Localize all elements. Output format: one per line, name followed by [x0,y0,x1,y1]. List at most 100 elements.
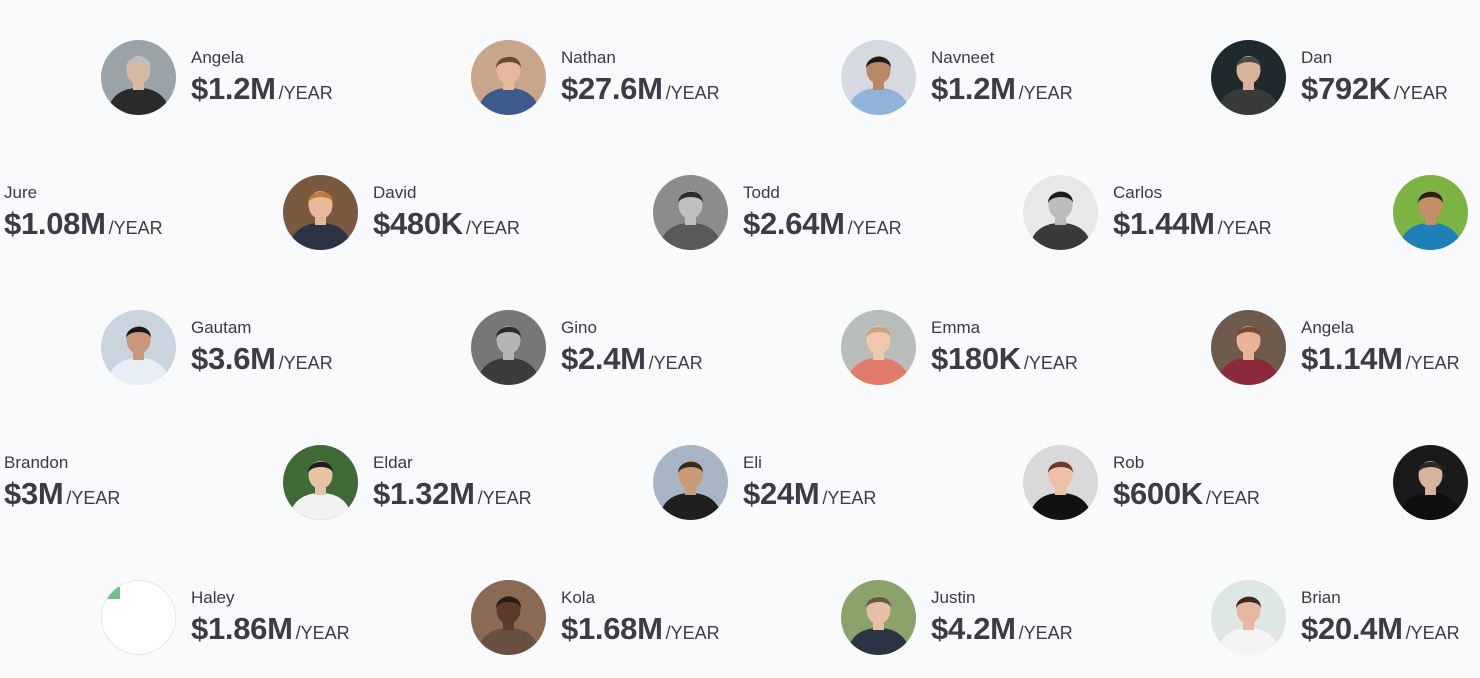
earnings: $20.4M/YEAR [1301,612,1460,646]
earner-card: Justin $4.2M/YEAR [841,579,1073,655]
earnings-amount: $180K [931,341,1021,376]
earnings: $1.68M/YEAR [561,612,720,646]
earnings: $24M/YEAR [743,477,876,511]
earnings-amount: $1.86M [191,611,293,646]
per-year-label: /YEAR [665,83,720,103]
earner-name: Angela [191,48,244,67]
earner-card: Brandon $3M/YEAR [0,444,120,520]
earnings-amount: $480K [373,206,463,241]
earnings-amount: $27.6M [561,71,663,106]
earner-info: Justin $4.2M/YEAR [931,588,1073,646]
earnings: $3.6M/YEAR [191,342,333,376]
earnings-amount: $2.64M [743,206,845,241]
earnings-amount: $4.2M [931,611,1016,646]
earnings: $27.6M/YEAR [561,72,720,106]
earner-info: Navneet $1.2M/YEAR [931,48,1073,106]
earner-name: Justin [931,588,976,607]
earnings: $1.2M/YEAR [191,72,333,106]
per-year-label: /YEAR [1023,353,1078,373]
earner-card: Haley $1.86M/YEAR [101,579,350,655]
earnings-amount: $3M [4,476,64,511]
earner-name: Nathan [561,48,616,67]
avatar [1211,309,1286,385]
earnings: $1.14M/YEAR [1301,342,1460,376]
earner-info: Jure $1.08M/YEAR [4,183,163,241]
earner-card [1393,444,1480,520]
earner-card: David $480K/YEAR [283,174,520,250]
earner-card: Angela $1.14M/YEAR [1211,309,1460,385]
earner-info: Emma $180K/YEAR [931,318,1078,376]
avatar [471,39,546,115]
earner-info: Brandon $3M/YEAR [4,453,120,511]
earner-card: Angela $1.2M/YEAR [101,39,333,115]
earner-card: Brian $20.4M/YEAR [1211,579,1460,655]
earnings: $1.44M/YEAR [1113,207,1272,241]
earnings: $1.32M/YEAR [373,477,532,511]
earnings-amount: $1.2M [931,71,1016,106]
earner-info: Kola $1.68M/YEAR [561,588,720,646]
earner-card: Todd $2.64M/YEAR [653,174,902,250]
earnings-amount: $3.6M [191,341,276,376]
avatar [1211,579,1286,655]
earnings-amount: $1.2M [191,71,276,106]
per-year-label: /YEAR [1393,83,1448,103]
earner-info: Eldar $1.32M/YEAR [373,453,532,511]
earner-info: David $480K/YEAR [373,183,520,241]
earner-info: Carlos $1.44M/YEAR [1113,183,1272,241]
earner-name: Brandon [4,453,69,472]
earner-info: Nathan $27.6M/YEAR [561,48,720,106]
earner-name: Carlos [1113,183,1163,202]
earner-info: Todd $2.64M/YEAR [743,183,902,241]
avatar [1023,174,1098,250]
per-year-label: /YEAR [278,353,333,373]
earnings-amount: $1.14M [1301,341,1403,376]
earnings: $2.4M/YEAR [561,342,703,376]
earner-info: Angela $1.2M/YEAR [191,48,333,106]
avatar [1023,444,1098,520]
earnings-amount: $600K [1113,476,1203,511]
earner-info: Gautam $3.6M/YEAR [191,318,333,376]
earnings: $1.08M/YEAR [4,207,163,241]
per-year-label: /YEAR [847,218,902,238]
avatar [841,39,916,115]
earner-name: Kola [561,588,596,607]
earner-info: Eli $24M/YEAR [743,453,876,511]
earnings-amount: $2.4M [561,341,646,376]
earner-name: Eli [743,453,762,472]
earner-name: Emma [931,318,981,337]
avatar [841,309,916,385]
earner-card: Kola $1.68M/YEAR [471,579,720,655]
avatar [101,39,176,115]
earnings: $180K/YEAR [931,342,1078,376]
earnings-amount: $1.32M [373,476,475,511]
earnings: $792K/YEAR [1301,72,1448,106]
avatar [471,309,546,385]
avatar [283,174,358,250]
earner-card: Jure $1.08M/YEAR [0,174,163,250]
earner-name: Brian [1301,588,1341,607]
earnings-amount: $24M [743,476,820,511]
per-year-label: /YEAR [1405,623,1460,643]
per-year-label: /YEAR [1018,623,1073,643]
per-year-label: /YEAR [648,353,703,373]
per-year-label: /YEAR [278,83,333,103]
avatar [653,174,728,250]
avatar [1393,444,1468,520]
per-year-label: /YEAR [1405,353,1460,373]
earner-card: Carlos $1.44M/YEAR [1023,174,1272,250]
avatar [1393,174,1468,250]
earner-name: Navneet [931,48,995,67]
earnings: $1.86M/YEAR [191,612,350,646]
earner-info: Dan $792K/YEAR [1301,48,1448,106]
per-year-label: /YEAR [822,488,877,508]
earner-card: Rob $600K/YEAR [1023,444,1260,520]
per-year-label: /YEAR [108,218,163,238]
earnings: $1.2M/YEAR [931,72,1073,106]
earner-name: Gautam [191,318,252,337]
earner-name: Gino [561,318,597,337]
avatar-broken-image [101,579,176,655]
earner-info: Gino $2.4M/YEAR [561,318,703,376]
earner-card: Gautam $3.6M/YEAR [101,309,333,385]
earner-name: Dan [1301,48,1333,67]
earner-info: Brian $20.4M/YEAR [1301,588,1460,646]
